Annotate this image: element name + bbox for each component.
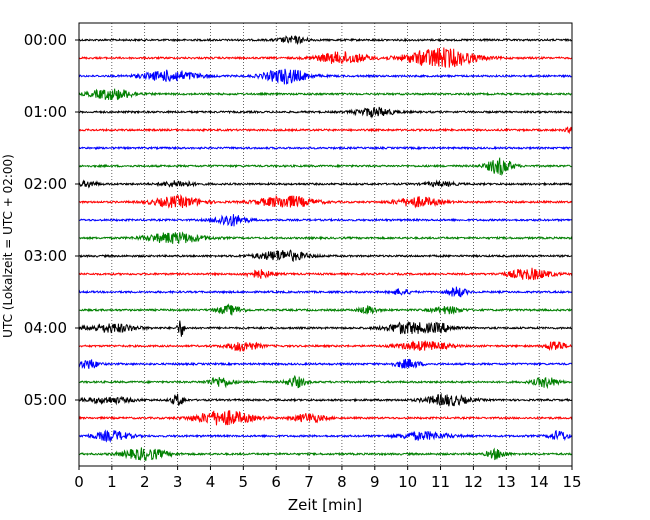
trace-row-10 [78, 214, 573, 227]
trace-layer [78, 35, 573, 461]
x-tick-label-6: 6 [271, 473, 281, 491]
y-tick-label-02:00: 02:00 [24, 175, 67, 193]
x-axis: 0 1 2 3 4 5 6 7 8 9 10 11 12 13 14 15 [74, 466, 582, 491]
trace-row-7 [78, 157, 573, 176]
trace-row-2 [78, 68, 573, 85]
x-tick-label-13: 13 [497, 473, 516, 491]
y-tick-label-04:00: 04:00 [24, 319, 67, 337]
trace-row-22 [78, 429, 573, 443]
x-tick-label-12: 12 [464, 473, 483, 491]
x-tick-label-7: 7 [304, 473, 314, 491]
trace-row-3 [78, 88, 573, 101]
trace-row-13 [78, 267, 573, 281]
grid-layer [111, 23, 540, 466]
y-axis: 00:00 01:00 02:00 03:00 04:00 05:00 [24, 31, 79, 409]
trace-row-15 [78, 303, 573, 316]
y-tick-label-05:00: 05:00 [24, 391, 67, 409]
x-axis-label: Zeit [min] [288, 496, 362, 514]
trace-row-9 [78, 193, 573, 209]
trace-row-17 [78, 340, 573, 353]
x-tick-label-9: 9 [370, 473, 380, 491]
trace-row-18 [78, 358, 573, 369]
x-tick-label-4: 4 [206, 473, 216, 491]
trace-row-14 [78, 286, 573, 298]
x-tick-label-8: 8 [337, 473, 347, 491]
y-axis-label: UTC (Lokalzeit = UTC + 02:00) [1, 154, 15, 338]
trace-row-20 [78, 392, 573, 407]
x-tick-label-2: 2 [140, 473, 150, 491]
x-tick-label-0: 0 [74, 473, 84, 491]
trace-row-19 [78, 374, 573, 390]
x-tick-label-15: 15 [562, 473, 581, 491]
x-tick-label-1: 1 [107, 473, 117, 491]
trace-row-6 [78, 145, 573, 151]
trace-row-16 [78, 320, 573, 337]
trace-row-11 [78, 231, 573, 244]
trace-row-0 [78, 35, 573, 46]
x-tick-label-14: 14 [530, 473, 549, 491]
y-tick-label-03:00: 03:00 [24, 247, 67, 265]
x-tick-label-5: 5 [239, 473, 249, 491]
trace-row-8 [78, 179, 573, 189]
y-tick-label-01:00: 01:00 [24, 103, 67, 121]
y-tick-label-00:00: 00:00 [24, 31, 67, 49]
trace-row-12 [78, 249, 573, 263]
trace-row-23 [78, 447, 573, 461]
trace-row-21 [78, 410, 573, 426]
x-tick-label-3: 3 [173, 473, 183, 491]
x-tick-label-10: 10 [398, 473, 417, 491]
trace-row-4 [78, 106, 573, 119]
trace-row-1 [78, 47, 573, 68]
trace-row-5 [78, 126, 573, 135]
x-tick-label-11: 11 [431, 473, 450, 491]
plot-frame [78, 22, 573, 467]
